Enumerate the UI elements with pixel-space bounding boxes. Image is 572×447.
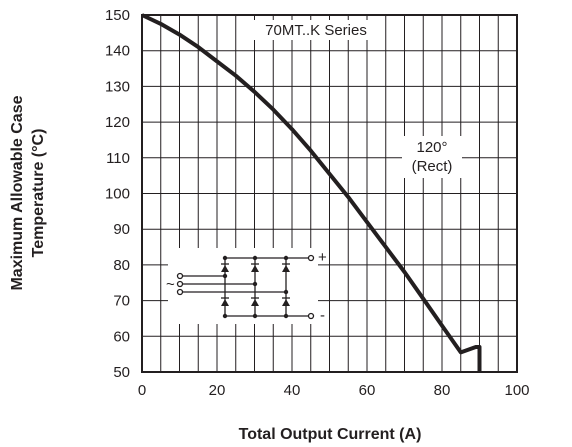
y-tick-label: 120 [105, 114, 130, 131]
y-tick-label: 100 [105, 186, 130, 203]
x-tick-label: 100 [504, 382, 529, 399]
series-label-box [247, 20, 385, 40]
y-tick-label: 70 [113, 293, 130, 310]
x-tick-label: 80 [434, 382, 451, 399]
y-tick-labels: 50 60 70 80 90 100 110 120 130 140 150 [105, 7, 130, 381]
plot-frame [141, 14, 518, 373]
x-tick-label: 0 [138, 382, 146, 399]
y-tick-label: 60 [113, 328, 130, 345]
x-axis-title: Total Output Current (A) [239, 426, 422, 443]
x-tick-label: 60 [359, 382, 376, 399]
circuit-plus: + [318, 249, 327, 266]
x-tick-label: 40 [284, 382, 301, 399]
y-tick-label: 130 [105, 78, 130, 95]
y-axis-title-line1: Maximum Allowable Case [9, 95, 26, 290]
series-line [141, 13, 482, 372]
circuit-diagram [168, 248, 318, 324]
curve-label-line1: 120° [416, 139, 447, 156]
x-tick-labels: 0 20 40 60 80 100 [138, 382, 530, 399]
y-axis-title: Maximum Allowable Case Temperature (°C) [9, 95, 47, 290]
y-tick-label: 150 [105, 7, 130, 24]
y-tick-label: 50 [113, 364, 130, 381]
y-tick-label: 110 [106, 150, 130, 167]
series-label: 70MT..K Series [265, 22, 367, 39]
circuit-minus: - [320, 307, 325, 324]
circuit-ac-symbol: ~ [166, 276, 175, 293]
y-tick-label: 90 [113, 221, 130, 238]
y-axis-title-line2: Temperature (°C) [30, 129, 47, 258]
x-tick-label: 20 [209, 382, 226, 399]
curve-label-box [402, 136, 462, 178]
y-tick-label: 140 [105, 43, 130, 60]
y-tick-label: 80 [113, 257, 130, 274]
curve-label-line2: (Rect) [412, 158, 453, 175]
